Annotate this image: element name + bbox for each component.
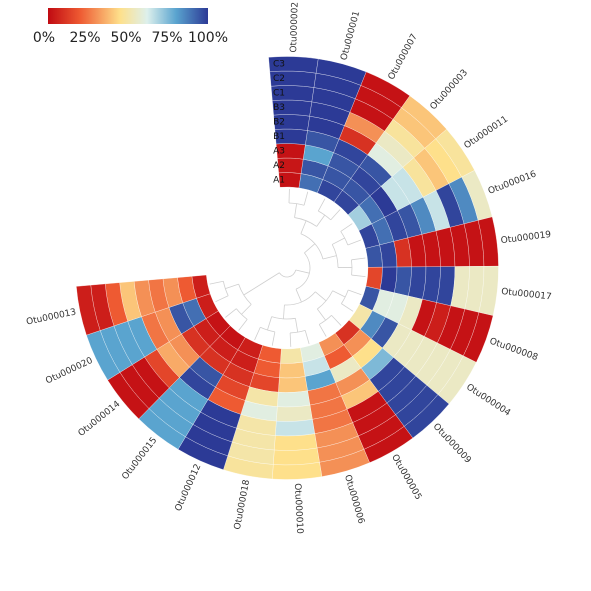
dendrogram-arc: [319, 315, 332, 325]
heatmap-cell: [276, 404, 313, 422]
legend-tick-label: 25%: [69, 30, 100, 46]
dendrogram-branch: [351, 274, 366, 277]
sample-ring-label: A2: [273, 161, 285, 171]
otu-label: Otu000018: [233, 479, 252, 531]
dendrogram-branch: [271, 331, 276, 346]
dendrogram-branch: [300, 220, 307, 234]
otu-label: Otu000008: [488, 337, 539, 364]
heatmap-cell: [274, 433, 318, 451]
dendrogram-branch: [238, 319, 248, 331]
dendrogram-branch: [254, 327, 261, 341]
dendrogram-branch: [304, 330, 310, 344]
heatmap-cell: [379, 266, 398, 293]
dendrogram-branch: [316, 214, 326, 227]
dendrogram-arc: [260, 326, 275, 333]
heatmap-cell: [278, 376, 308, 393]
otu-label: Otu000020: [44, 356, 94, 387]
dendrogram-branch: [241, 304, 252, 315]
dendrogram-arc: [222, 281, 229, 296]
dendrogram-branch: [332, 290, 346, 298]
dendrogram-branch: [289, 332, 292, 347]
heatmap-cells: [76, 56, 499, 480]
heatmap-cell: [379, 241, 398, 268]
otu-label: Otu000004: [464, 382, 512, 418]
dendrogram-branch: [351, 257, 366, 261]
dendrogram-branch: [243, 272, 280, 296]
dendrogram: [209, 189, 366, 347]
sample-ring-label: C3: [273, 59, 285, 69]
dendrogram-branch: [317, 308, 326, 321]
sample-ring-label: B2: [273, 117, 285, 127]
legend-tick-label: 100%: [188, 30, 228, 46]
dendrogram-branch: [315, 291, 327, 302]
dendrogram-branch: [283, 304, 285, 319]
dendrogram-arc: [351, 259, 353, 276]
heatmap-cell: [275, 419, 315, 437]
dendrogram-branch: [348, 289, 362, 296]
otu-label: Otu000005: [389, 453, 423, 502]
otu-label: Otu000019: [500, 230, 552, 246]
dendrogram-branch: [215, 295, 229, 303]
heatmap-cell: [365, 244, 383, 268]
sample-ring-label: B3: [273, 103, 285, 113]
heatmap-cell: [76, 285, 101, 336]
dendrogram-branch: [347, 239, 362, 246]
heatmap-cell: [273, 447, 320, 466]
dendrogram-branch: [303, 191, 309, 206]
legend-gradient-bar: [48, 8, 208, 24]
sample-ring-label: C2: [273, 74, 285, 84]
dendrogram-branch: [304, 243, 316, 254]
dendrogram-branch: [225, 283, 239, 290]
dendrogram-branch: [225, 308, 237, 318]
dendrogram-branch: [267, 316, 273, 331]
dendrogram-branch: [318, 324, 327, 337]
otu-label: Otu000007: [387, 32, 420, 81]
legend-tick-label: 75%: [151, 30, 182, 46]
heatmap-cell: [277, 390, 311, 408]
otu-label: Otu000009: [431, 422, 473, 466]
otu-label: Otu000011: [463, 114, 511, 151]
otu-label: Otu000012: [174, 463, 204, 513]
otu-label: Otu000016: [487, 169, 538, 196]
sample-ring-label: A3: [273, 146, 285, 156]
otu-label: Otu000010: [292, 483, 304, 534]
otu-label: Otu000006: [342, 474, 366, 526]
sample-ring-label: C1: [273, 88, 285, 98]
dendrogram-arc: [288, 202, 305, 206]
otu-label: Otu000015: [120, 436, 159, 482]
dendrogram-branch: [330, 209, 341, 221]
legend-tick-label: 0%: [33, 30, 55, 46]
otu-label: Otu000001: [339, 10, 362, 62]
dendrogram-arc: [295, 252, 311, 290]
legend-tick-label: 50%: [110, 30, 141, 46]
sample-ring-label: A1: [273, 175, 285, 185]
sample-ring-labels: A1 A2 A3 B1 B2 B3 C1 C2 C3: [273, 59, 285, 185]
dendrogram-branch: [295, 318, 299, 333]
dendrogram-arc: [279, 269, 297, 278]
otu-label: Otu000002: [289, 2, 301, 53]
dendrogram-branch: [322, 255, 337, 260]
dendrogram-branch: [209, 280, 224, 285]
otu-label: Otu000003: [429, 68, 470, 112]
dendrogram-branch: [340, 223, 353, 232]
sample-ring-label: B1: [273, 132, 285, 142]
dendrogram-branch: [332, 237, 345, 245]
dendrogram-branch: [295, 269, 310, 274]
otu-label: Otu000013: [25, 307, 77, 327]
heatmap-cell: [279, 362, 306, 379]
dendrogram-branch: [341, 303, 354, 312]
heatmap-cell: [280, 347, 303, 364]
otu-label: Otu000017: [501, 287, 552, 302]
dendrogram-branch: [331, 315, 342, 326]
color-legend: 0% 25% 50% 75% 100%: [33, 8, 228, 46]
dendrogram-branch: [294, 203, 298, 218]
dendrogram-branch: [317, 198, 326, 212]
otu-label: Otu000014: [77, 399, 123, 439]
dendrogram-branch: [295, 289, 302, 303]
heatmap-cell: [272, 462, 323, 480]
heatmap-cell: [365, 267, 383, 290]
